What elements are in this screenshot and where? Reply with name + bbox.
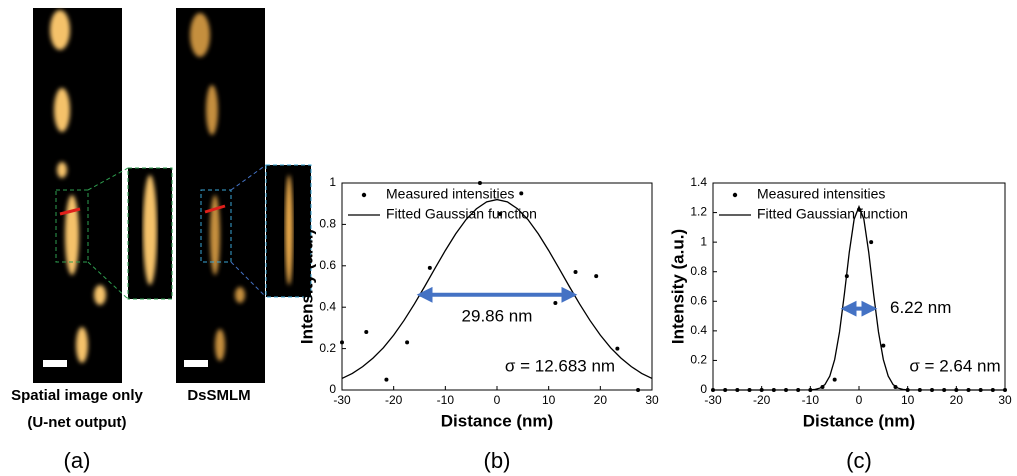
data-point [573,270,578,275]
x-tick-label: 30 [645,393,659,407]
x-tick-label: 10 [542,393,556,407]
panel-label: (b) [484,448,511,473]
y-tick-label: 0.4 [319,299,336,313]
y-tick-label: 1 [700,234,707,248]
data-point [384,377,389,382]
data-point [832,377,837,382]
y-tick-label: 0.2 [690,353,707,367]
data-point [553,301,558,306]
y-axis-label: Intensity (a.u.) [668,229,687,344]
x-tick-label: 20 [950,393,964,407]
y-tick-label: 1.2 [690,205,707,219]
panel-label: (a) [64,448,91,473]
caption: DsSMLM [187,387,250,404]
x-axis-label: Distance (nm) [441,411,553,430]
data-point [405,340,410,345]
data-point [881,343,886,348]
annotation: σ = 2.64 nm [909,356,1000,375]
x-tick-label: -20 [753,393,771,407]
y-axis-label: Intensity (a.u.) [297,229,316,344]
data-point [869,240,874,245]
annotation: 6.22 nm [890,298,951,317]
x-tick-label: 20 [594,393,608,407]
x-tick-label: 0 [494,393,501,407]
data-point [364,330,369,335]
y-tick-label: 0 [700,382,707,396]
x-tick-label: -10 [437,393,455,407]
y-tick-label: 0.8 [319,217,336,231]
legend-marker [361,192,367,198]
data-point [340,340,344,345]
fit-line [713,204,1005,391]
data-point [427,265,432,270]
data-point [615,346,620,351]
x-tick-label: -20 [385,393,403,407]
y-tick-label: 1 [329,175,336,189]
caption: Spatial image only [11,387,143,404]
x-tick-label: 30 [998,393,1012,407]
data-point [498,212,503,217]
data-point [519,191,524,196]
microscopy-panel [33,8,312,383]
legend-label: Fitted Gaussian function [757,206,908,222]
caption: (U-net output) [27,414,126,431]
annotation: σ = 12.683 nm [505,356,615,375]
legend-label: Measured intensities [757,186,885,202]
data-point [636,388,641,392]
x-tick-label: 10 [901,393,915,407]
x-tick-label: -30 [333,393,351,407]
legend-label: Measured intensities [386,186,514,202]
y-tick-label: 0.6 [319,258,336,272]
x-tick-label: -30 [704,393,722,407]
y-tick-label: 0.2 [319,341,336,355]
x-axis-label: Distance (nm) [803,411,915,430]
x-tick-label: 0 [856,393,863,407]
panel-label: (c) [846,448,872,473]
y-tick-label: 0.6 [690,293,707,307]
y-tick-label: 0.8 [690,264,707,278]
x-tick-label: -10 [802,393,820,407]
data-point [477,181,482,185]
fit-line [341,198,653,379]
legend-marker [732,192,738,198]
y-tick-label: 0.4 [690,323,707,337]
legend-label: Fitted Gaussian function [386,206,537,222]
y-tick-label: 0 [329,382,336,396]
data-point [594,274,599,279]
annotation: 29.86 nm [462,306,533,325]
y-tick-label: 1.4 [690,175,707,189]
